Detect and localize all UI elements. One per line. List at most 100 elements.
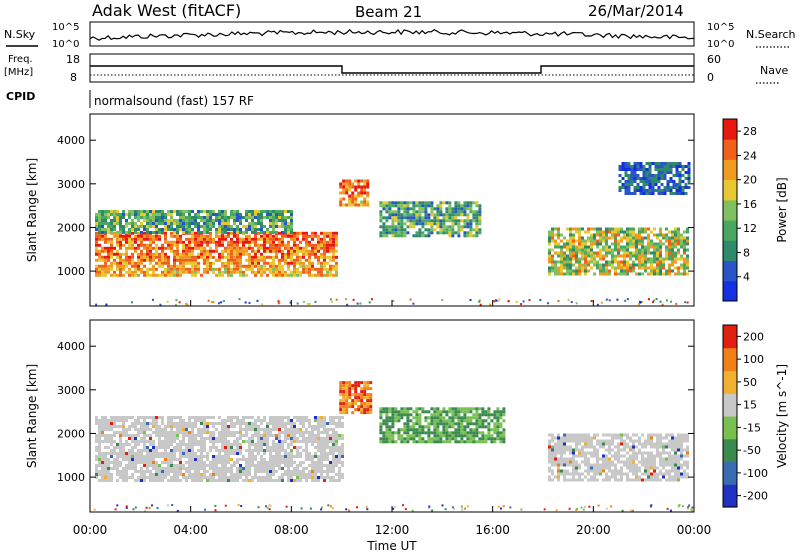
heatmap-cell-5: [633, 171, 637, 174]
heatmap-cell-4: [605, 269, 608, 273]
heatmap-cell-2: [382, 431, 386, 435]
heatmap-cell-0: [227, 461, 230, 464]
heatmap-cell-3: [554, 454, 557, 458]
heatmap-cell-3: [424, 219, 428, 223]
heatmap-cell-2: [379, 422, 383, 426]
heatmap-cell-0: [107, 452, 110, 455]
heatmap-cell-0: [116, 252, 119, 256]
heatmap-cell-0: [215, 246, 218, 250]
heatmap-cell-0: [272, 446, 275, 449]
heatmap-cell-0: [239, 431, 242, 434]
heatmap-cell-4: [608, 245, 611, 249]
heatmap-cell-3: [548, 466, 551, 470]
heatmap-cell-4: [572, 245, 575, 249]
heatmap-cell-0: [197, 470, 200, 473]
heatmap-cell-0: [335, 434, 338, 437]
heatmap-cell-3: [400, 225, 404, 229]
heatmap-cell-0: [242, 455, 245, 458]
heatmap-cell-0: [116, 425, 119, 428]
heatmap-cell-0: [269, 270, 272, 274]
heatmap-cell-4: [602, 254, 605, 258]
heatmap-cell-0: [284, 458, 287, 461]
heatmap-cell-0: [314, 243, 317, 247]
heatmap-cell-4: [602, 245, 605, 249]
heatmap-cell-4: [596, 230, 599, 234]
heatmap-cell-4: [650, 251, 653, 255]
heatmap-cell-0: [149, 240, 152, 244]
heatmap-cell-2: [457, 413, 461, 417]
heatmap-cell-0: [227, 434, 230, 437]
heatmap-cell-0: [188, 246, 191, 250]
heatmap-cell-3: [620, 466, 623, 470]
heatmap-cell-1: [140, 216, 143, 219]
heatmap-cell-0: [212, 458, 215, 461]
heatmap-cell-0: [146, 237, 149, 241]
heatmap-cell-0: [170, 240, 173, 244]
heatmap-cell-3: [427, 216, 431, 220]
heatmap-cell-0: [329, 419, 332, 422]
heatmap-cell-0: [161, 455, 164, 458]
heatmap-cell-0: [161, 246, 164, 250]
heatmap-cell-0: [224, 476, 227, 479]
heatmap-cell-4: [593, 242, 596, 246]
heatmap-cell-1: [188, 219, 191, 222]
heatmap-cell-5: [633, 168, 637, 171]
heatmap-cell-0: [158, 479, 161, 482]
heatmap-cell-0: [176, 243, 179, 247]
heatmap-cell-1: [221, 225, 224, 228]
heatmap-cell-4: [632, 251, 635, 255]
heatmap-cell-0: [239, 434, 242, 437]
heatmap-cell-0: [176, 443, 179, 446]
heatmap-cell-1: [107, 216, 110, 219]
heatmap-cell-3: [391, 234, 395, 238]
heatmap-cell-3: [605, 442, 608, 446]
heatmap-cell-4: [665, 269, 668, 273]
heatmap-cell-0: [110, 264, 113, 268]
heatmap-cell-1: [342, 399, 346, 403]
heatmap-cell-0: [233, 240, 236, 244]
heatmap-cell-0: [299, 452, 302, 455]
heatmap-cell-4: [629, 227, 632, 231]
heatmap-cell-3: [448, 219, 452, 223]
heatmap-cell-0: [101, 479, 104, 482]
heatmap-cell-0: [287, 273, 290, 277]
heatmap-cell-0: [149, 258, 152, 262]
heatmap-cell-3: [617, 469, 620, 473]
heatmap-cell-4: [635, 263, 638, 267]
heatmap-cell-0: [104, 249, 107, 253]
heatmap-cell-4: [554, 263, 557, 267]
heatmap-cell-0: [302, 440, 305, 443]
heatmap-cell-0: [278, 231, 281, 235]
heatmap-cell-0: [239, 476, 242, 479]
heatmap-cell-0: [293, 246, 296, 250]
heatmap-cell-0: [212, 473, 215, 476]
heatmap-cell-3: [641, 463, 644, 467]
heatmap-cell-2: [409, 407, 413, 411]
heatmap-cell-0: [110, 476, 113, 479]
heatmap-cell-0: [188, 267, 191, 271]
heatmap-cell-4: [617, 260, 620, 264]
heatmap-cell-0: [245, 470, 248, 473]
heatmap-cell-0: [320, 240, 323, 244]
heatmap-cell-0: [263, 240, 266, 244]
heatmap-cell-0: [119, 243, 122, 247]
heatmap-cell-0: [179, 240, 182, 244]
heatmap-cell-2: [457, 422, 461, 426]
heatmap-cell-2: [363, 182, 367, 186]
heatmap-cell-4: [650, 260, 653, 264]
heatmap-cell-5: [651, 180, 655, 183]
heatmap-cell-0: [176, 437, 179, 440]
heatmap-cell-0: [326, 464, 329, 467]
heatmap-cell-1: [140, 222, 143, 225]
heatmap-cell-4: [644, 260, 647, 264]
heatmap-cell-0: [260, 455, 263, 458]
heatmap-cell-0: [323, 231, 326, 235]
heatmap-cell-2: [457, 419, 461, 423]
heatmap-cell-3: [382, 201, 386, 205]
heatmap-cell-4: [680, 254, 683, 258]
heatmap-cell-3: [548, 460, 551, 464]
heatmap-cell-1: [182, 222, 185, 225]
heatmap-cell-2: [502, 431, 506, 435]
heatmap-cell-3: [454, 222, 458, 226]
heatmap-cell-0: [227, 267, 230, 271]
